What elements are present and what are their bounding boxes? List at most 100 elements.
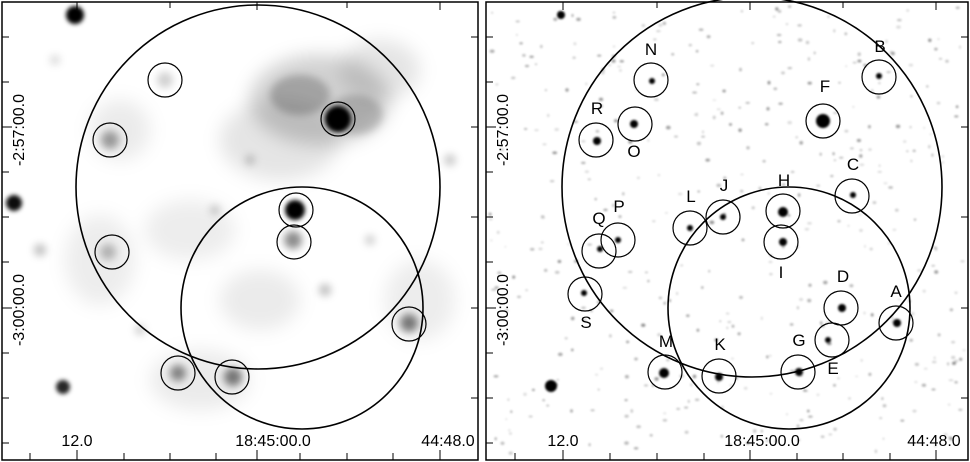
- noise-speckle: [746, 146, 750, 150]
- noise-speckle: [908, 63, 914, 67]
- source-circle: [320, 101, 356, 137]
- noise-speckle: [684, 430, 689, 434]
- noise-speckle: [928, 38, 932, 42]
- source-circle: [147, 62, 183, 98]
- noise-speckle: [765, 439, 770, 442]
- noise-speckle: [833, 384, 836, 387]
- noise-speckle: [497, 271, 502, 275]
- noise-speckle: [532, 388, 535, 391]
- noise-speckle: [912, 149, 916, 152]
- noise-speckle: [859, 154, 863, 158]
- source-label-K: K: [714, 335, 726, 354]
- noise-speckle: [852, 106, 855, 108]
- noise-speckle: [617, 66, 622, 68]
- noise-speckle: [796, 424, 800, 428]
- noise-speckle: [626, 340, 630, 344]
- noise-speckle: [674, 135, 678, 138]
- noise-speckle: [599, 104, 603, 108]
- noise-speckle: [556, 379, 559, 381]
- noise-speckle: [958, 409, 963, 411]
- noise-speckle: [813, 51, 816, 55]
- left-ra-label-2: 18:45:00.0: [235, 433, 311, 450]
- noise-speckle: [571, 14, 574, 17]
- noise-speckle: [896, 25, 901, 29]
- noise-speckle: [728, 443, 732, 447]
- noise-speckle: [954, 360, 959, 363]
- noise-speckle: [595, 374, 599, 376]
- noise-speckle: [833, 159, 836, 161]
- noise-speckle: [738, 128, 742, 132]
- noise-speckle: [666, 358, 670, 362]
- noise-speckle: [808, 415, 813, 418]
- noise-speckle: [695, 50, 699, 53]
- noise-speckle: [773, 87, 778, 91]
- noise-speckle: [947, 403, 951, 406]
- noise-speckle: [565, 88, 569, 92]
- noise-speckle: [847, 224, 850, 227]
- noise-speckle: [941, 161, 945, 164]
- source-label-G: G: [792, 331, 805, 350]
- noise-speckle: [544, 89, 547, 91]
- noise-speckle: [782, 245, 785, 249]
- noise-speckle: [587, 178, 591, 181]
- noise-speckle: [914, 362, 920, 366]
- source-circle-I: [763, 224, 799, 260]
- noise-speckle: [524, 65, 530, 67]
- noise-speckle: [687, 399, 690, 403]
- noise-speckle: [731, 357, 734, 360]
- noise-speckle: [607, 64, 612, 66]
- noise-speckle: [658, 23, 663, 27]
- noise-speckle: [790, 323, 794, 326]
- source-label-N: N: [645, 40, 657, 59]
- noise-speckle: [863, 311, 866, 315]
- noise-speckle: [690, 383, 693, 387]
- right-panel-frame: [485, 1, 969, 461]
- noise-speckle: [698, 28, 704, 31]
- noise-speckle: [921, 383, 927, 387]
- small-region-circle: [667, 186, 911, 430]
- noise-speckle: [929, 133, 933, 136]
- noise-speckle: [808, 283, 812, 287]
- noise-speckle: [567, 243, 570, 245]
- right-panel: A B C D E F G H I J K L M N O P Q R S: [485, 0, 969, 461]
- noise-speckle: [731, 324, 735, 328]
- source-label-P: P: [613, 197, 624, 216]
- noise-speckle: [657, 174, 661, 177]
- noise-speckle: [781, 71, 785, 75]
- large-region-circle: [561, 0, 943, 378]
- noise-speckle: [785, 23, 789, 25]
- noise-speckle: [910, 95, 913, 98]
- noise-speckle: [739, 296, 743, 299]
- noise-speckle: [696, 83, 700, 85]
- source-circle-K: [701, 358, 737, 394]
- noise-speckle: [535, 63, 537, 65]
- noise-speckle: [943, 433, 948, 436]
- source-circle-F: [805, 103, 841, 139]
- noise-speckle: [710, 64, 715, 67]
- noise-speckle: [641, 323, 646, 327]
- source-label-E: E: [827, 359, 838, 378]
- noise-speckle: [664, 212, 669, 214]
- source-circle-P: [600, 222, 636, 258]
- noise-speckle: [833, 427, 837, 431]
- noise-speckle: [947, 362, 950, 366]
- source-label-R: R: [591, 99, 603, 118]
- noise-speckle: [534, 129, 539, 132]
- noise-speckle: [797, 193, 801, 197]
- noise-speckle: [778, 41, 782, 43]
- noise-speckle: [931, 388, 936, 391]
- noise-speckle: [923, 127, 926, 129]
- noise-speckle: [508, 429, 511, 431]
- noise-speckle: [624, 375, 629, 379]
- noise-speckle: [888, 242, 890, 245]
- noise-speckle: [769, 273, 773, 276]
- right-ra-label-1: 12.0: [547, 433, 578, 450]
- noise-speckle: [726, 326, 729, 329]
- noise-speckle: [878, 82, 881, 85]
- noise-speckle: [610, 309, 614, 313]
- noise-speckle: [753, 429, 757, 433]
- noise-speckle: [564, 337, 568, 340]
- noise-speckle: [898, 298, 901, 301]
- noise-speckle: [677, 192, 683, 196]
- noise-speckle: [500, 441, 505, 445]
